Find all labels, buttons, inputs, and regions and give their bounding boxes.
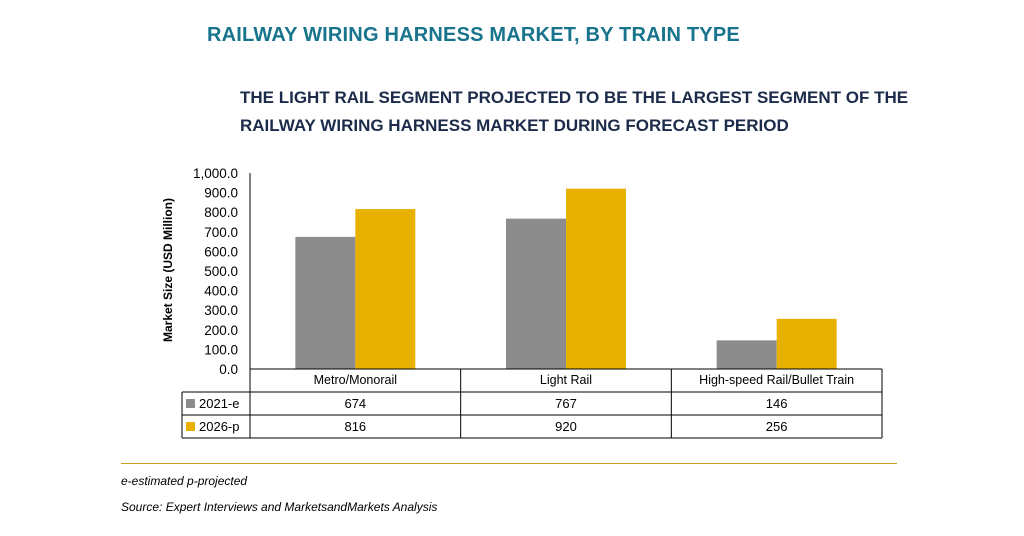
data-value-cell: 674	[344, 396, 367, 411]
bar-2021-e-high-speed-rail-bullet-train	[716, 340, 777, 369]
bar-2026-p-high-speed-rail-bullet-train	[776, 318, 837, 369]
bars	[295, 188, 837, 369]
data-value-cell: 146	[765, 396, 788, 411]
category-label: Metro/Monorail	[313, 373, 398, 387]
y-tick-label: 900.0	[204, 186, 238, 201]
footer-divider	[121, 463, 897, 464]
legend-swatch	[186, 399, 195, 408]
legend-swatch	[186, 422, 195, 431]
subtitle-line-2: RAILWAY WIRING HARNESS MARKET DURING FOR…	[240, 116, 789, 135]
category-label: Light Rail	[539, 373, 593, 387]
y-tick-label: 100.0	[204, 342, 238, 357]
data-value-cell: 816	[344, 419, 367, 434]
chart-title: RAILWAY WIRING HARNESS MARKET, BY TRAIN …	[207, 24, 740, 46]
y-tick-label: 300.0	[204, 303, 238, 318]
y-tick-label: 200.0	[204, 323, 238, 338]
y-tick-label: 600.0	[204, 244, 238, 259]
legend-label: 2026-p	[199, 419, 240, 434]
y-tick-label: 1,000.0	[193, 166, 238, 181]
y-tick-label: 500.0	[204, 264, 238, 279]
footnote: e-estimated p-projected	[121, 474, 248, 488]
bar-2021-e-light-rail	[506, 218, 566, 369]
bar-2021-e-metro-monorail	[295, 236, 356, 369]
bar-2026-p-metro-monorail	[355, 209, 416, 369]
category-label: High-speed Rail/Bullet Train	[699, 373, 855, 387]
bar-2026-p-light-rail	[566, 188, 626, 369]
data-value-cell: 256	[765, 419, 788, 434]
subtitle-line-1: THE LIGHT RAIL SEGMENT PROJECTED TO BE T…	[240, 88, 909, 107]
legend-label: 2021-e	[199, 396, 240, 411]
legend-entry: 2026-p	[186, 419, 239, 434]
chart-subtitle: THE LIGHT RAIL SEGMENT PROJECTED TO BE T…	[240, 84, 909, 140]
data-value-cell: 920	[555, 419, 577, 434]
y-tick-label: 700.0	[204, 225, 238, 240]
y-tick-label: 400.0	[204, 284, 238, 299]
data-value-cell: 767	[555, 396, 577, 411]
legend-entry: 2021-e	[186, 396, 239, 411]
y-axis-label: Market Size (USD Million)	[161, 198, 175, 342]
data-table-grid	[181, 368, 883, 439]
source-note: Source: Expert Interviews and Marketsand…	[121, 500, 438, 514]
y-axis-ticks: 0.0 100.0 200.0 300.0 400.0 500.0 600.0 700.0 80…	[193, 166, 251, 377]
y-tick-label: 800.0	[204, 205, 238, 220]
y-tick-label: 0.0	[219, 362, 238, 377]
